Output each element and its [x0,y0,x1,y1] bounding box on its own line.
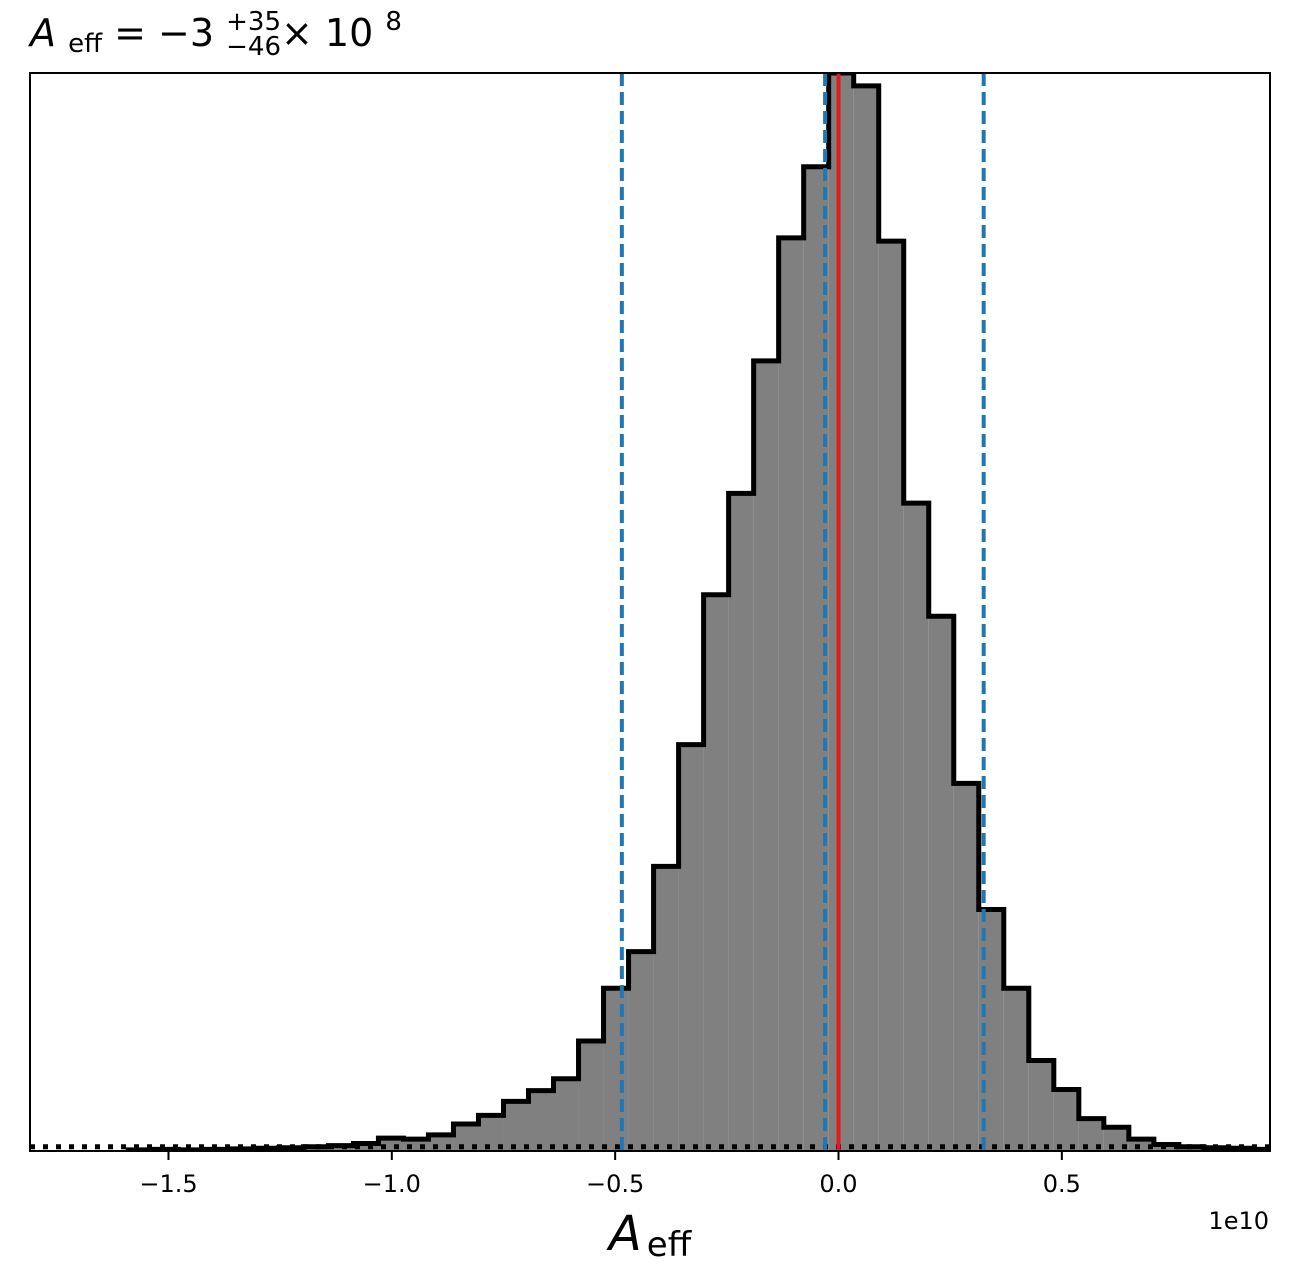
x-offset-label: 1e10 [1208,1207,1269,1235]
histogram-bar [753,360,779,1151]
title-times: × 10 [281,11,373,55]
histogram-bar [703,594,729,1151]
histogram-bar [1128,1139,1154,1151]
histogram-bar [1153,1144,1179,1151]
title-equals: = −3 [114,11,214,55]
histogram-bar [403,1139,429,1151]
histogram-bar [628,951,654,1151]
histogram-bar [503,1101,529,1151]
x-tick-label: 0.0 [819,1170,857,1198]
histogram-bar [903,503,929,1151]
histogram-bar [603,988,629,1151]
histogram-bar [1028,1060,1054,1151]
x-tick-label: −0.5 [586,1170,644,1198]
histogram-bar [353,1143,379,1151]
histogram-bar [1053,1089,1079,1151]
histogram-bar [878,241,904,1151]
histogram-bar [828,73,854,1151]
plot-frame [29,72,1271,1152]
histogram-bar [728,493,754,1151]
title-exp: 8 [385,7,402,37]
histogram-bar [1003,988,1029,1151]
histogram-bar [803,166,829,1151]
histogram [125,73,1270,1151]
histogram-bar [778,237,804,1151]
histogram-bar [553,1078,579,1151]
title-sup: +35 [226,7,281,37]
x-label-symbol: A [606,1206,642,1262]
reference-lines [30,73,1270,1151]
histogram-bar [678,744,704,1151]
histogram-bar [578,1041,604,1151]
x-tick-label: −1.5 [139,1170,197,1198]
title-symbol: A [27,11,56,55]
chart-title: A eff = −3 +35 −46 × 10 8 [27,0,402,64]
title-symbol-sub: eff [68,29,103,59]
x-label-sub: eff [647,1225,693,1265]
histogram-outline [125,73,1270,1151]
histogram-bar [328,1145,354,1151]
histogram-bar [528,1090,554,1151]
histogram-bar [853,85,879,1151]
x-axis-ticks: −1.5 −1.0 −0.5 0.0 0.5 [139,1151,1081,1198]
x-axis-label: A eff [606,1206,693,1265]
histogram-bar [953,783,979,1151]
histogram-bar [653,866,679,1151]
histogram-bar [928,616,954,1151]
title-sub: −46 [226,32,281,62]
x-tick-label: −1.0 [363,1170,421,1198]
x-tick-label: 0.5 [1043,1170,1081,1198]
